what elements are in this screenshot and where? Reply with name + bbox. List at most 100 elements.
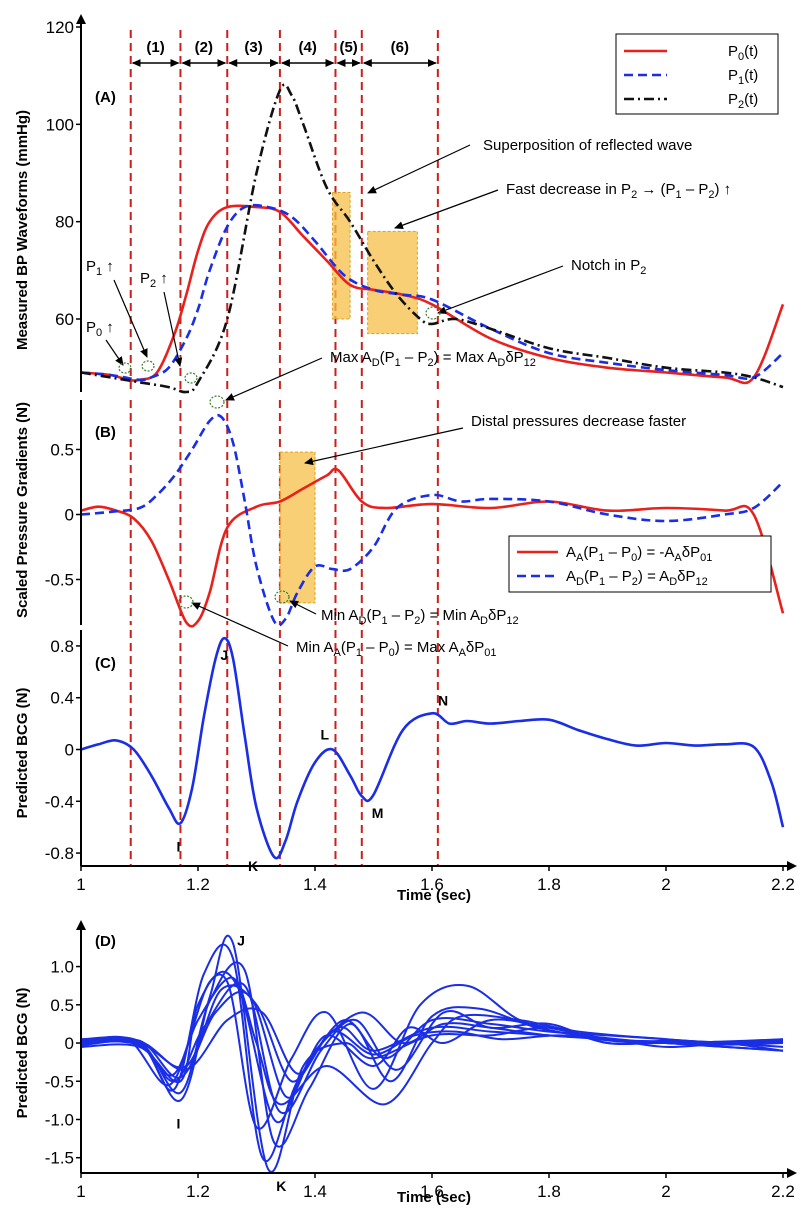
y-ticks: 60 80 100 120	[46, 18, 81, 329]
marker-circle	[141, 360, 155, 372]
marker-circle	[425, 306, 441, 320]
interval-label: (6)	[391, 39, 409, 56]
point-label-j: J	[237, 933, 245, 949]
x-tick-label: 1.2	[186, 1182, 210, 1201]
annotation-arrow	[367, 144, 471, 194]
x-tick-label: 2.2	[771, 1182, 795, 1201]
series-lines	[80, 413, 785, 628]
interval-label: (1)	[146, 39, 164, 56]
series-line-1	[80, 204, 785, 385]
x-axis-arrow	[787, 1168, 797, 1178]
series-lines	[80, 83, 785, 394]
highlight-regions	[279, 451, 316, 604]
x-tick-label: 1	[76, 1182, 85, 1201]
annotation-arrow	[113, 279, 148, 358]
y-tick-label: -0.5	[45, 1072, 74, 1091]
interval-label: (3)	[244, 39, 262, 56]
y-tick-label: 1.0	[50, 958, 74, 977]
annotation-arrow	[225, 357, 323, 401]
marker-circle	[184, 372, 198, 384]
point-labels: I J K L M N	[176, 647, 448, 874]
series-line-8	[80, 982, 784, 1115]
x-ticks: 1 1.2 1.4 1.6 1.8 2 2.2	[76, 1173, 795, 1201]
y-tick-label: 60	[55, 310, 74, 329]
x-ticks: 1 1.2 1.4 1.6 1.8 2 2.2	[76, 866, 795, 894]
series-line-9	[80, 961, 784, 1148]
interval-lines	[129, 630, 439, 866]
y-tick-label: -1.5	[45, 1149, 74, 1168]
panel-label-a: (A)	[95, 89, 116, 106]
series-line-3	[80, 83, 784, 394]
annotation-distal: Distal pressures decrease faster	[471, 413, 686, 430]
legend-label-p1: P1(t)	[728, 67, 758, 87]
panel-label-b: (B)	[95, 424, 116, 441]
marker-circle	[118, 362, 132, 374]
x-axis-label: Time (sec)	[397, 1189, 471, 1206]
y-ticks: -0.5 0 0.5	[45, 441, 81, 590]
series-line-2	[80, 413, 784, 627]
interval-label: (5)	[339, 39, 357, 56]
marker-circle	[209, 395, 225, 409]
x-axis-label: Time (sec)	[397, 887, 471, 904]
annotation-arrow	[289, 600, 317, 615]
annotation-p1-up: P1 ↑	[86, 258, 114, 278]
annotation-max-ad: Max AD(P1 – P2) = Max ADδP12	[330, 349, 536, 369]
annotation-p0-up: P0 ↑	[86, 319, 114, 339]
y-tick-label: -0.8	[45, 844, 74, 863]
legend-box	[508, 535, 772, 593]
y-tick-label: 0	[65, 1034, 74, 1053]
marker-circle	[178, 595, 194, 609]
point-label-m: M	[372, 805, 384, 821]
legend-b: AA(P1 – P0) = -AAδP01 AD(P1 – P2) = ADδP…	[508, 535, 772, 593]
y-axis-arrow	[76, 920, 86, 930]
legend-label-p0: P0(t)	[728, 43, 758, 63]
y-tick-label: 0.5	[50, 441, 74, 460]
point-label-k: K	[248, 858, 258, 874]
annotations-a: Superposition of reflected wave Fast dec…	[86, 137, 731, 401]
point-label-n: N	[438, 692, 448, 708]
annotation-p2-up: P2 ↑	[140, 270, 168, 290]
highlight-region	[279, 451, 316, 604]
point-label-k: K	[276, 1178, 286, 1194]
x-tick-label: 1.6	[420, 875, 444, 894]
annotation-notch: Notch in P2	[571, 257, 646, 277]
x-tick-label: 1.8	[537, 875, 561, 894]
annotation-fast-decrease: Fast decrease in P2 → (P1 – P2) ↑	[506, 181, 731, 201]
series-lines	[80, 636, 785, 860]
y-tick-label: 120	[46, 18, 74, 37]
interval-lines	[129, 30, 439, 392]
y-tick-label: -0.5	[45, 571, 74, 590]
highlight-region	[332, 191, 351, 320]
x-tick-label: 1.6	[420, 1182, 444, 1201]
annotation-arrow	[394, 189, 499, 229]
panel-d: -1.5 -1.0 -0.5 0 0.5 1.0 1 1.2 1.4 1.6 1.8 2 2.2 I J…	[14, 920, 797, 1206]
y-tick-label: 0	[65, 506, 74, 525]
x-axis-arrow	[787, 861, 797, 871]
y-tick-label: 80	[55, 213, 74, 232]
x-tick-label: 2.2	[771, 875, 795, 894]
y-tick-label: 0.5	[50, 996, 74, 1015]
legend-a: P0(t) P1(t) P2(t)	[615, 33, 779, 115]
y-ticks: -0.8 -0.4 0 0.4 0.8	[45, 637, 81, 863]
x-tick-label: 1.8	[537, 1182, 561, 1201]
annotation-arrow	[105, 339, 124, 366]
series-line-2	[80, 203, 784, 382]
annotation-min-aa: Min AA(P1 – P0) = Max AAδP01	[296, 639, 497, 659]
point-labels: I J K	[176, 933, 286, 1195]
annotation-arrow	[191, 602, 289, 647]
y-tick-label: -1.0	[45, 1110, 74, 1129]
legend-label-p2: P2(t)	[728, 91, 758, 111]
y-axis-label: Predicted BCG (N)	[14, 988, 31, 1119]
panel-label-c: (C)	[95, 655, 116, 672]
y-tick-label: 0.8	[50, 637, 74, 656]
y-tick-label: 0	[65, 741, 74, 760]
point-label-i: I	[176, 1115, 180, 1131]
y-axis-label: Predicted BCG (N)	[14, 688, 31, 819]
x-tick-label: 1.2	[186, 875, 210, 894]
series-line-1	[80, 467, 785, 628]
point-label-i: I	[176, 838, 180, 854]
annotation-min-ad: Min AD(P1 – P2) = Min ADδP12	[321, 607, 519, 627]
interval-markers: (1) (2) (3) (4) (5) (6)	[131, 39, 437, 67]
